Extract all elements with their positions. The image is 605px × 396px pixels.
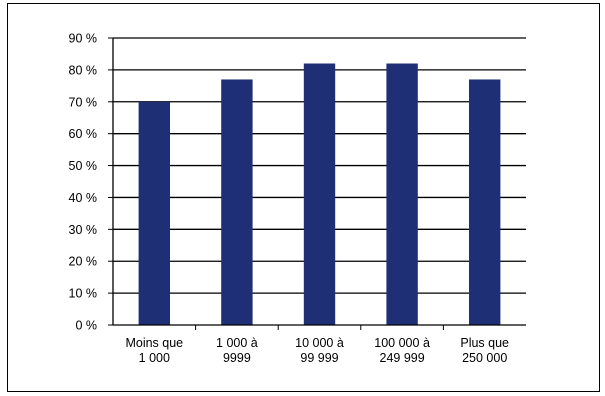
y-tick-label: 50 % <box>69 159 98 173</box>
x-tick-label: 100 000 à <box>374 336 430 350</box>
y-tick-label: 70 % <box>69 95 98 109</box>
y-tick-label: 30 % <box>69 223 98 237</box>
y-tick-label: 90 % <box>69 32 98 46</box>
bar <box>469 79 501 325</box>
x-tick-label: 99 999 <box>300 351 338 365</box>
y-tick-label: 20 % <box>69 255 98 269</box>
bar <box>221 79 253 325</box>
bar <box>303 63 336 326</box>
y-tick-label: 10 % <box>69 287 98 301</box>
x-tick-label: 250 000 <box>462 351 507 365</box>
x-tick-label: 1 000 à <box>216 336 258 350</box>
y-tick-label: 60 % <box>69 127 98 141</box>
x-tick-label: 10 000 à <box>295 336 344 350</box>
x-tick-label: 1 000 <box>139 351 170 365</box>
x-tick-label: 9999 <box>223 351 251 365</box>
x-tick-label: Plus que <box>460 336 509 350</box>
bars-layer <box>138 63 501 326</box>
bar <box>386 63 418 326</box>
bar <box>138 101 170 326</box>
x-tick-label: 249 999 <box>380 351 425 365</box>
y-tick-label: 80 % <box>69 63 98 77</box>
y-tick-label: 40 % <box>69 191 98 205</box>
axis-layer <box>108 37 526 330</box>
y-tick-label: 0 % <box>75 319 97 333</box>
y-tick-labels: 0 % 10 % 20 % 30 % 40 % 50 % 60 % 70 % 80 % 90 % <box>69 32 98 333</box>
x-tick-label: Moins que <box>125 336 183 350</box>
